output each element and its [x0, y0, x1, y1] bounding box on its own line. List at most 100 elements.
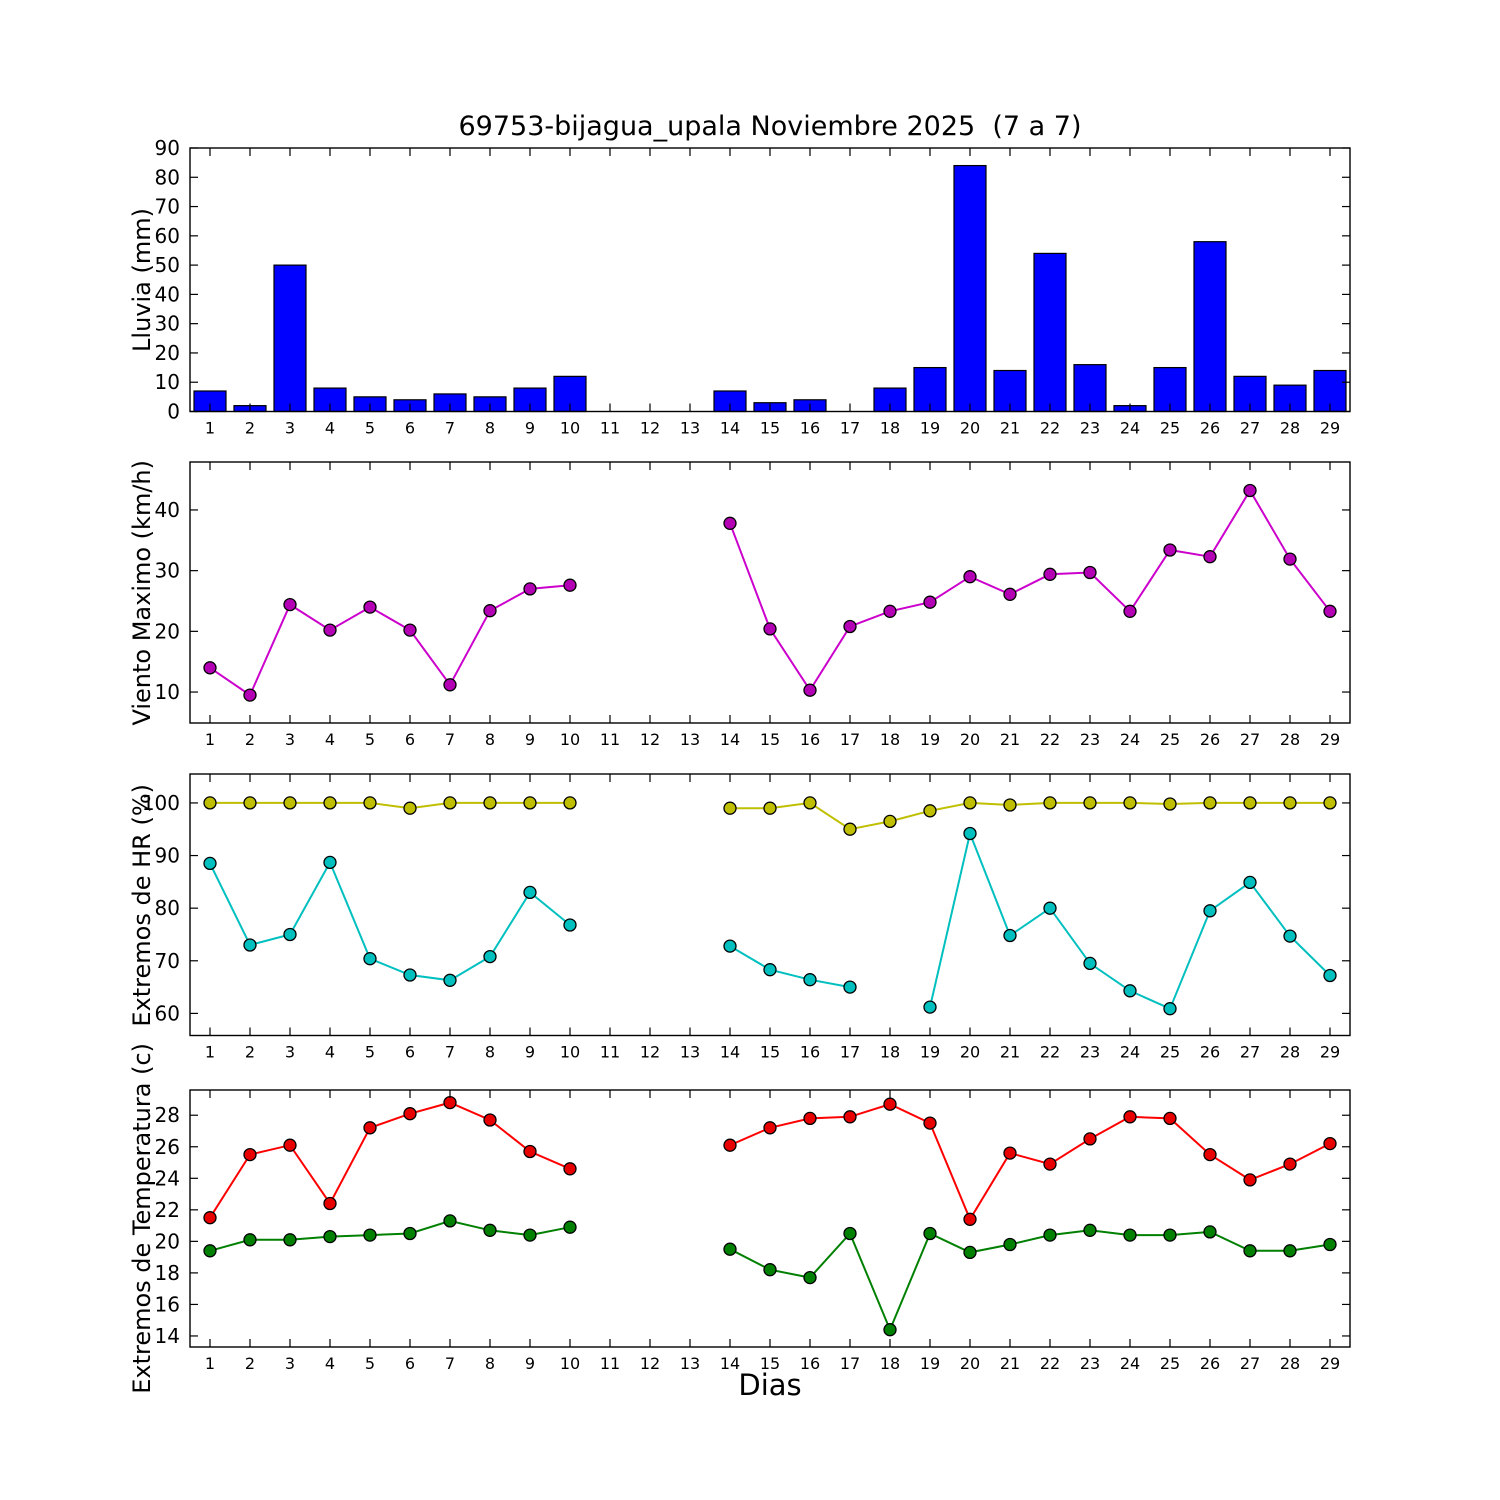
- viento-y-axis: 10 20 30 40: [155, 498, 1350, 704]
- hr-x-tick-label-21: 21: [1000, 1043, 1020, 1062]
- hr_maxima-point-day-28: [1283, 796, 1297, 810]
- viento_maximo-point-day-4: [323, 623, 337, 637]
- lluvia-y-tick-label-80: 80: [155, 165, 180, 189]
- temperatura_minima-point-day-22: [1043, 1228, 1057, 1242]
- temperatura_minima-point-day-10: [563, 1220, 577, 1234]
- hr_minima-point-day-1: [203, 856, 217, 871]
- lluvia-x-tick-label-19: 19: [920, 419, 940, 438]
- viento-y-tick-label-40: 40: [155, 498, 180, 522]
- series-line-hr_minima: [209, 830, 1331, 1011]
- temperatura_minima-point-day-23: [1083, 1223, 1097, 1237]
- lluvia-x-tick-label-22: 22: [1040, 419, 1060, 438]
- viento-x-tick-label-29: 29: [1320, 730, 1340, 749]
- hr-x-tick-label-8: 8: [485, 1043, 495, 1062]
- temperatura_maxima-point-day-24: [1123, 1110, 1137, 1124]
- temperatura_minima-point-day-25: [1163, 1228, 1177, 1242]
- viento_maximo-point-day-6: [403, 623, 417, 637]
- lluvia-x-tick-label-15: 15: [760, 419, 780, 438]
- temperatura_minima-point-day-5: [363, 1228, 377, 1242]
- temperatura_maxima-point-day-14: [723, 1138, 737, 1152]
- hr_maxima-point-day-25: [1163, 797, 1177, 811]
- viento-x-tick-label-19: 19: [920, 730, 940, 749]
- hr_maxima-point-day-27: [1243, 796, 1257, 810]
- hr-y-tick-label-70: 70: [155, 949, 180, 973]
- viento_maximo-point-day-15: [763, 622, 777, 636]
- hr_minima-point-day-7: [443, 973, 457, 987]
- temperatura-x-tick-label-7: 7: [445, 1354, 455, 1373]
- temperatura-x-tick-label-20: 20: [960, 1354, 980, 1373]
- temperatura-x-tick-label-11: 11: [600, 1354, 620, 1373]
- hr-x-tick-label-5: 5: [365, 1043, 375, 1062]
- series-line-temperatura_maxima: [209, 1101, 1331, 1222]
- temperatura_minima-point-day-28: [1283, 1244, 1297, 1258]
- hr_maxima-point-day-15: [763, 801, 777, 815]
- lluvia-x-tick-label-26: 26: [1200, 419, 1220, 438]
- series-line-hr_maxima: [210, 801, 1330, 831]
- hr-x-tick-label-2: 2: [245, 1043, 255, 1062]
- hr_minima-point-day-6: [403, 968, 417, 982]
- series-temperatura_minima: [203, 1214, 1337, 1337]
- temperatura_maxima-point-day-17: [843, 1110, 857, 1124]
- hr-x-tick-label-23: 23: [1080, 1043, 1100, 1062]
- hr_minima-point-day-8: [483, 949, 497, 964]
- viento_maximo-point-day-18: [883, 604, 897, 618]
- viento_maximo-point-day-2: [243, 688, 257, 702]
- viento_maximo-point-day-20: [963, 570, 977, 584]
- viento-x-tick-label-1: 1: [205, 730, 215, 749]
- temperatura_minima-point-day-4: [323, 1229, 337, 1244]
- hr-x-tick-label-10: 10: [560, 1043, 580, 1062]
- hr_minima-point-day-4: [323, 855, 337, 870]
- hr-x-axis: 1 2 3 4 5 6 7 8 9 10 11 12 13 14 15 16 17 18 19 20 21 22 23 24 2…: [205, 774, 1340, 1062]
- temperatura-y-axis: 14 16 18 20 22 24 26 28: [155, 1103, 1350, 1348]
- temperatura_maxima-point-day-6: [403, 1107, 417, 1121]
- hr-x-tick-label-6: 6: [405, 1043, 415, 1062]
- viento_maximo-point-day-29: [1323, 604, 1337, 618]
- hr_minima-point-day-14: [723, 939, 737, 953]
- lluvia-x-tick-label-16: 16: [800, 419, 820, 438]
- lluvia-y-tick-label-60: 60: [155, 224, 180, 248]
- lluvia-x-tick-label-28: 28: [1280, 419, 1300, 438]
- temperatura_maxima-point-day-20: [963, 1212, 977, 1226]
- viento-x-tick-label-24: 24: [1120, 730, 1140, 749]
- x-axis-title: Dias: [738, 1368, 802, 1402]
- temperatura-x-tick-label-17: 17: [840, 1354, 860, 1373]
- lluvia-x-tick-label-3: 3: [285, 419, 295, 438]
- temperatura_maxima-point-day-4: [323, 1196, 337, 1211]
- viento-x-axis: 1 2 3 4 5 6 7 8 9 10 11 12 13 14 15 16 17 18 19 20 21 22 23 24 2…: [205, 462, 1340, 749]
- viento_maximo-point-day-3: [283, 597, 297, 612]
- viento_maximo-point-day-26: [1203, 550, 1217, 564]
- temperatura-x-tick-label-10: 10: [560, 1354, 580, 1373]
- hr_minima-point-day-3: [283, 927, 297, 942]
- lluvia-x-tick-label-13: 13: [680, 419, 700, 438]
- hr_maxima-point-day-21: [1003, 798, 1017, 812]
- hr-x-tick-label-1: 1: [205, 1043, 215, 1062]
- viento-x-tick-label-26: 26: [1200, 730, 1220, 749]
- hr-x-tick-label-19: 19: [920, 1043, 940, 1062]
- temperatura-x-tick-label-27: 27: [1240, 1354, 1260, 1373]
- temperatura-y-tick-label-18: 18: [155, 1261, 180, 1285]
- y-axis-title-temperatura: Extremos de Temperatura (c): [112, 1043, 172, 1394]
- hr-x-tick-label-9: 9: [525, 1043, 535, 1062]
- viento-x-tick-label-16: 16: [800, 730, 820, 749]
- viento-x-tick-label-3: 3: [285, 730, 295, 749]
- viento_maximo-point-day-25: [1163, 543, 1177, 557]
- lluvia-y-tick-label-20: 20: [155, 341, 180, 365]
- hr_maxima-point-day-19: [923, 804, 937, 818]
- temperatura_minima-point-day-17: [843, 1226, 857, 1241]
- hr-x-tick-label-28: 28: [1280, 1043, 1300, 1062]
- lluvia-x-tick-label-6: 6: [405, 419, 415, 438]
- hr-x-tick-label-17: 17: [840, 1043, 860, 1062]
- hr_minima-point-day-21: [1003, 928, 1017, 943]
- hr_minima-point-day-19: [923, 1000, 937, 1014]
- temperatura-x-tick-label-14: 14: [720, 1354, 740, 1373]
- viento-x-tick-label-13: 13: [680, 730, 700, 749]
- hr_maxima-point-day-18: [883, 814, 897, 829]
- temperatura-x-tick-label-3: 3: [285, 1354, 295, 1373]
- viento-x-tick-label-6: 6: [405, 730, 415, 749]
- hr_minima-point-day-9: [523, 885, 537, 900]
- hr_minima-point-day-10: [563, 918, 577, 932]
- lluvia-x-tick-label-24: 24: [1120, 419, 1140, 438]
- temperatura_minima-point-day-9: [523, 1228, 537, 1242]
- hr_maxima-point-day-14: [723, 801, 737, 815]
- viento_maximo-point-day-5: [363, 600, 377, 614]
